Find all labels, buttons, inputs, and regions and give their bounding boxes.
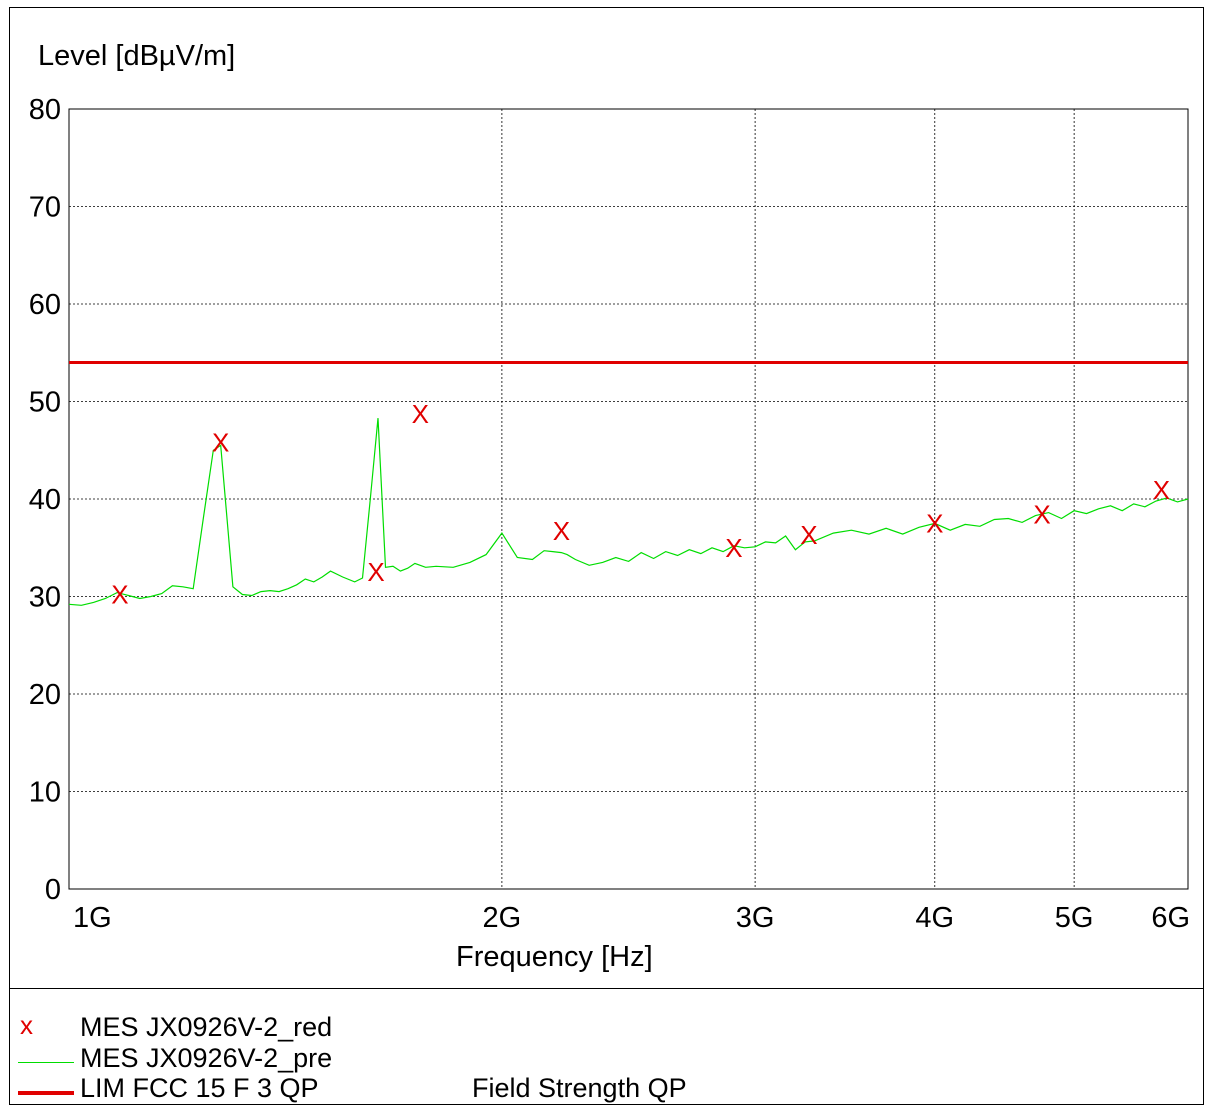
y-tick-label: 30 <box>29 582 61 614</box>
data-point-marker: X <box>367 557 384 587</box>
data-point-marker: X <box>1033 500 1050 530</box>
y-tick-label: 80 <box>29 94 61 126</box>
data-point-marker: X <box>725 533 742 563</box>
legend-item-measurement: x MES JX0926V-2_red <box>14 1010 332 1044</box>
y-tick-label: 70 <box>29 192 61 224</box>
legend-green-line-icon <box>14 1043 74 1075</box>
x-tick-label: 3G <box>736 902 775 934</box>
y-tick-label: 20 <box>29 679 61 711</box>
y-tick-label: 60 <box>29 289 61 321</box>
x-tick-label: 4G <box>915 902 954 934</box>
legend-label: LIM FCC 15 F 3 QP <box>80 1073 319 1103</box>
chart-frame <box>9 7 1204 1105</box>
y-axis-label: Level [dBµV/m] <box>38 40 236 72</box>
plot-area-border <box>68 108 1189 890</box>
legend-x-marker-icon: x <box>20 1010 33 1040</box>
data-point-marker: X <box>800 520 817 550</box>
x-tick-label: 2G <box>483 902 522 934</box>
y-tick-label: 10 <box>29 777 61 809</box>
x-tick-label: 1G <box>73 902 112 934</box>
legend-red-line-icon <box>14 1073 74 1105</box>
x-tick-label: 5G <box>1055 902 1094 934</box>
legend-divider <box>9 988 1204 989</box>
y-tick-label: 0 <box>45 874 61 906</box>
y-tick-label: 50 <box>29 387 61 419</box>
data-point-marker: X <box>553 516 570 546</box>
data-point-marker: X <box>412 399 429 429</box>
data-point-marker: X <box>111 580 128 610</box>
legend-label: MES JX0926V-2_pre <box>80 1043 333 1073</box>
y-tick-label: 40 <box>29 484 61 516</box>
data-point-marker: X <box>212 427 229 457</box>
legend-item-prescan: MES JX0926V-2_pre <box>14 1043 332 1075</box>
series-prescan-line <box>68 418 1189 606</box>
legend-item-limit: LIM FCC 15 F 3 QP Field Strength QP <box>14 1073 687 1105</box>
legend-label: MES JX0926V-2_red <box>80 1012 333 1042</box>
data-point-marker: X <box>926 508 943 538</box>
legend-extra-label: Field Strength QP <box>472 1073 687 1103</box>
data-point-marker: X <box>1153 475 1170 505</box>
x-axis-label: Frequency [Hz] <box>456 941 653 973</box>
x-tick-label: 6G <box>1151 902 1190 934</box>
